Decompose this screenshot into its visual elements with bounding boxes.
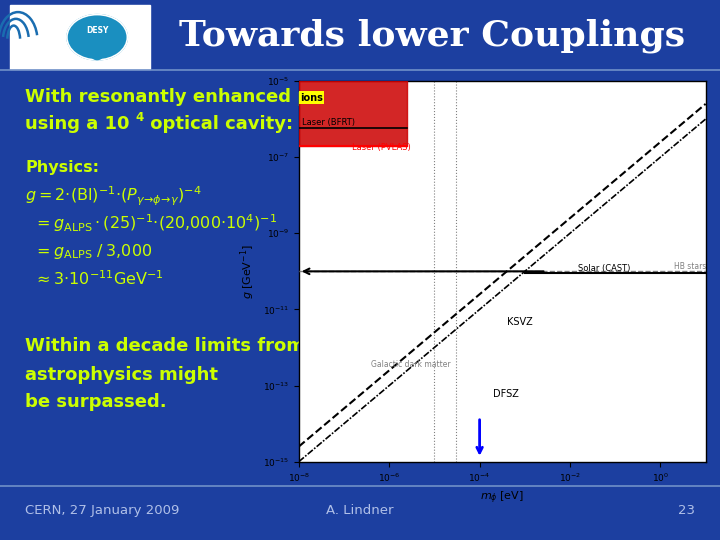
Text: HB stars: HB stars bbox=[674, 262, 706, 271]
Text: astrophysics might: astrophysics might bbox=[25, 366, 218, 384]
Text: KSVZ: KSVZ bbox=[507, 316, 533, 327]
Text: Galactic dark matter: Galactic dark matter bbox=[372, 360, 451, 369]
Text: Within a decade limits from: Within a decade limits from bbox=[25, 336, 305, 355]
Text: Physics:: Physics: bbox=[25, 160, 99, 175]
Text: Solar (CAST): Solar (CAST) bbox=[578, 264, 630, 273]
Text: A. Lindner: A. Lindner bbox=[326, 504, 394, 517]
Text: With resonantly enhanced photon regeneration: With resonantly enhanced photon regenera… bbox=[25, 88, 507, 106]
Y-axis label: $g\;[\mathrm{GeV}^{-1}]$: $g\;[\mathrm{GeV}^{-1}]$ bbox=[238, 244, 257, 299]
Text: 4: 4 bbox=[135, 111, 143, 124]
Text: $\;\;\approx 3{\cdot}10^{-11}\mathrm{GeV}^{-1}$: $\;\;\approx 3{\cdot}10^{-11}\mathrm{GeV… bbox=[25, 269, 164, 288]
Text: using a 10: using a 10 bbox=[25, 115, 130, 133]
Text: $\;\;= g_\mathrm{ALPS}\;/\;3{,}000$: $\;\;= g_\mathrm{ALPS}\;/\;3{,}000$ bbox=[25, 241, 153, 261]
Text: $g = 2{\cdot}(\mathrm{Bl})^{-1}{\cdot}(P_{\gamma\!\to\!\phi\!\to\!\gamma})^{-4}$: $g = 2{\cdot}(\mathrm{Bl})^{-1}{\cdot}(P… bbox=[25, 184, 202, 208]
Text: Laser (BFRT): Laser (BFRT) bbox=[302, 118, 356, 127]
Text: optical cavity:: optical cavity: bbox=[144, 115, 293, 133]
X-axis label: $m_\phi\;[\mathrm{eV}]$: $m_\phi\;[\mathrm{eV}]$ bbox=[480, 489, 524, 506]
Text: $\;\;= g_\mathrm{ALPS} \cdot (25)^{-1}{\cdot}(20{,}000{\cdot}10^4)^{-1}$: $\;\;= g_\mathrm{ALPS} \cdot (25)^{-1}{\… bbox=[25, 213, 277, 234]
Text: Towards lower Couplings: Towards lower Couplings bbox=[179, 19, 685, 53]
Circle shape bbox=[71, 36, 81, 44]
Circle shape bbox=[92, 52, 102, 59]
Circle shape bbox=[113, 36, 123, 44]
Text: DFSZ: DFSZ bbox=[493, 389, 519, 399]
Bar bbox=[10, 5, 150, 69]
Circle shape bbox=[92, 21, 102, 28]
Text: DESY: DESY bbox=[86, 26, 108, 35]
Text: ions: ions bbox=[300, 93, 323, 103]
Text: 23: 23 bbox=[678, 504, 695, 517]
Text: CERN, 27 January 2009: CERN, 27 January 2009 bbox=[25, 504, 179, 517]
Text: Laser (PVLAS): Laser (PVLAS) bbox=[352, 144, 410, 152]
Text: be surpassed.: be surpassed. bbox=[25, 393, 167, 411]
Circle shape bbox=[67, 15, 127, 60]
